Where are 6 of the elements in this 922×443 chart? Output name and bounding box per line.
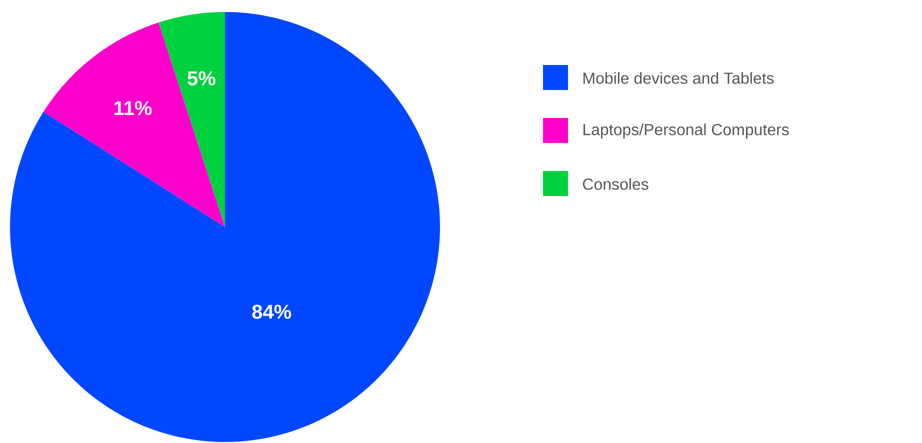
legend-label: Mobile devices and Tablets — [584, 72, 774, 84]
legend-label: Consoles — [583, 178, 648, 190]
data-label: 84% — [252, 304, 292, 319]
data-label: 5% — [188, 71, 216, 86]
legend-label: Laptops/Personal Computers — [584, 124, 789, 138]
data-label: 11% — [114, 101, 152, 116]
